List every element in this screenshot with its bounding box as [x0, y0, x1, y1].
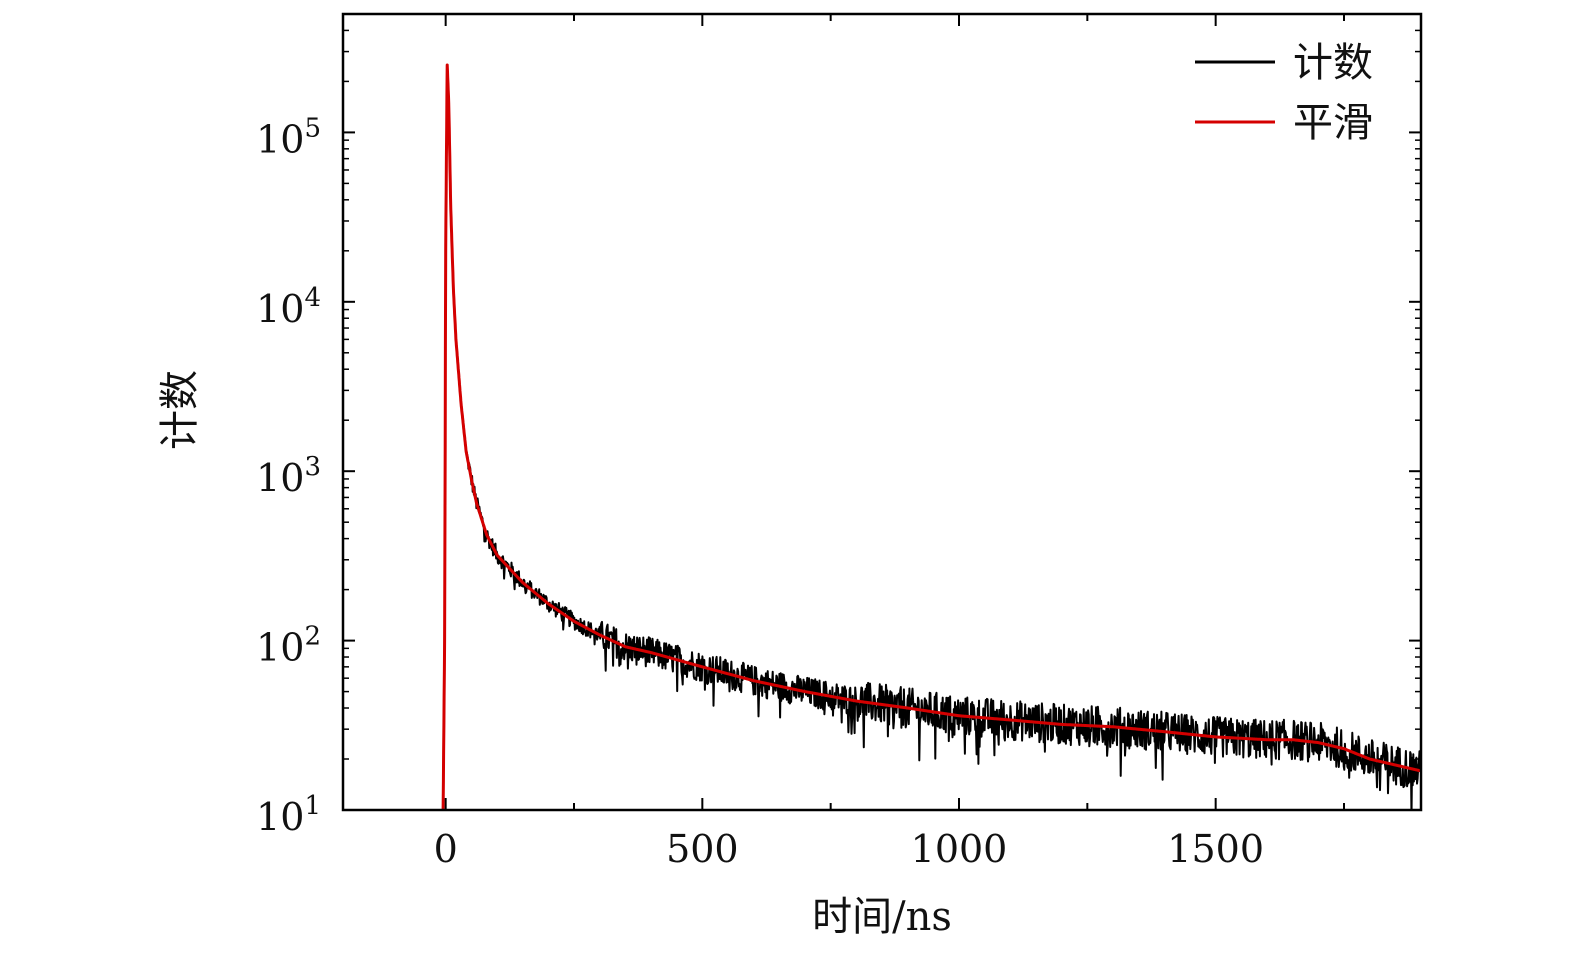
- y-tick-label: 101: [256, 791, 321, 839]
- y-tick-label: 104: [256, 283, 321, 331]
- x-tick-label: 500: [666, 827, 739, 871]
- y-axis-ticks: 101 102 103 104 105: [256, 13, 1421, 839]
- x-tick-label: 1000: [911, 827, 1008, 871]
- series-line-counts: [442, 69, 1421, 810]
- legend-label-counts: 计数: [1293, 40, 1373, 86]
- x-tick-label: 1500: [1167, 827, 1264, 871]
- series-line-smooth: [441, 63, 1421, 810]
- x-tick-label: 0: [434, 827, 458, 871]
- y-tick-label: 102: [256, 622, 321, 670]
- x-axis-ticks: 0 500 1000 1500: [434, 14, 1345, 871]
- x-axis-title: 时间/ns: [812, 894, 952, 940]
- legend-label-smooth: 平滑: [1293, 100, 1373, 146]
- y-tick-label: 103: [256, 452, 321, 500]
- y-axis-title: 计数: [157, 370, 203, 450]
- y-tick-label: 105: [256, 113, 321, 161]
- plot-frame: [341, 12, 1423, 812]
- series-layer: [441, 63, 1421, 810]
- legend: 计数 平滑: [1195, 40, 1373, 146]
